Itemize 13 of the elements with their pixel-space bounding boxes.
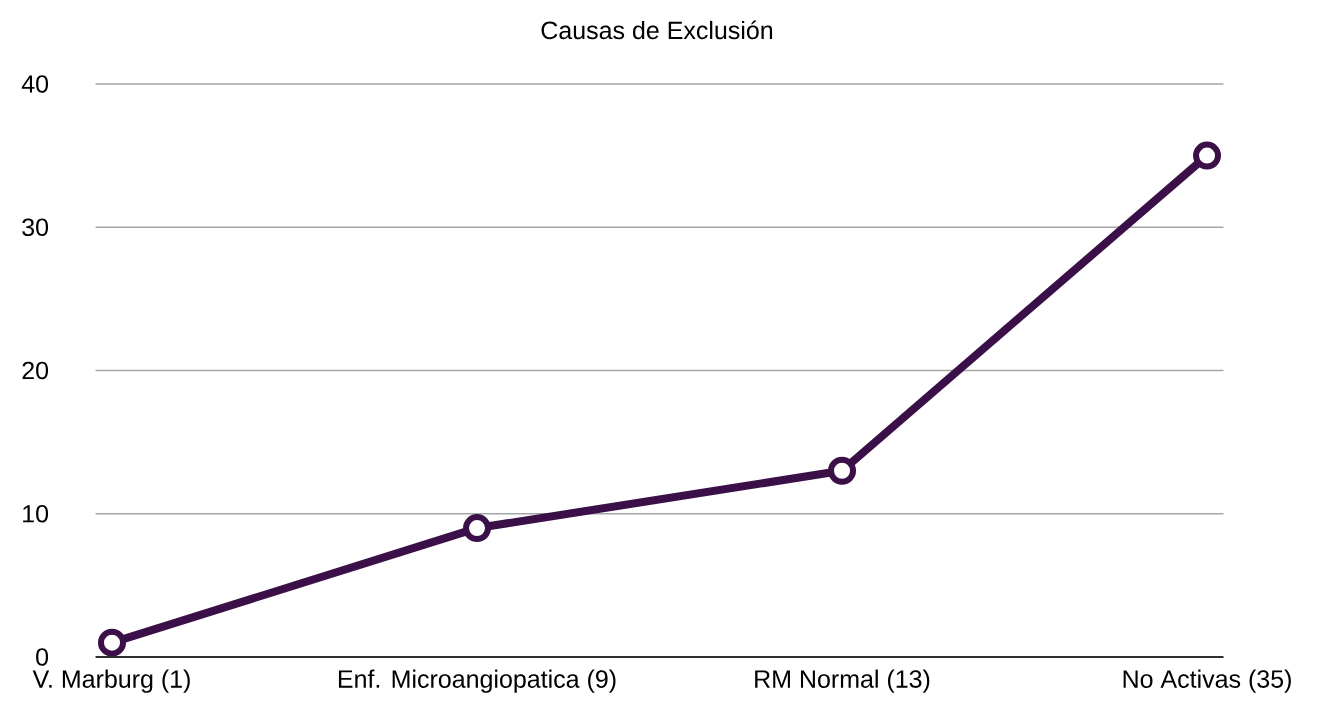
x-tick-label: No Activas (35) xyxy=(1123,669,1291,693)
x-tick-label: Enf. Microangiopatica (9) xyxy=(338,669,616,693)
y-tick-label: 0 xyxy=(36,648,49,666)
y-tick-label: 20 xyxy=(22,361,49,380)
x-tick-label: V. Marburg (1) xyxy=(32,669,190,693)
y-tick-label: 40 xyxy=(21,75,49,93)
x-tick-label: RM Normal (13) xyxy=(755,669,930,693)
point xyxy=(828,456,857,485)
point xyxy=(1193,141,1222,170)
y-tick-label: 30 xyxy=(22,218,49,237)
chart-title: Causas de Exclusión xyxy=(541,20,773,40)
point xyxy=(463,514,492,543)
y-tick-label: 10 xyxy=(23,504,49,523)
